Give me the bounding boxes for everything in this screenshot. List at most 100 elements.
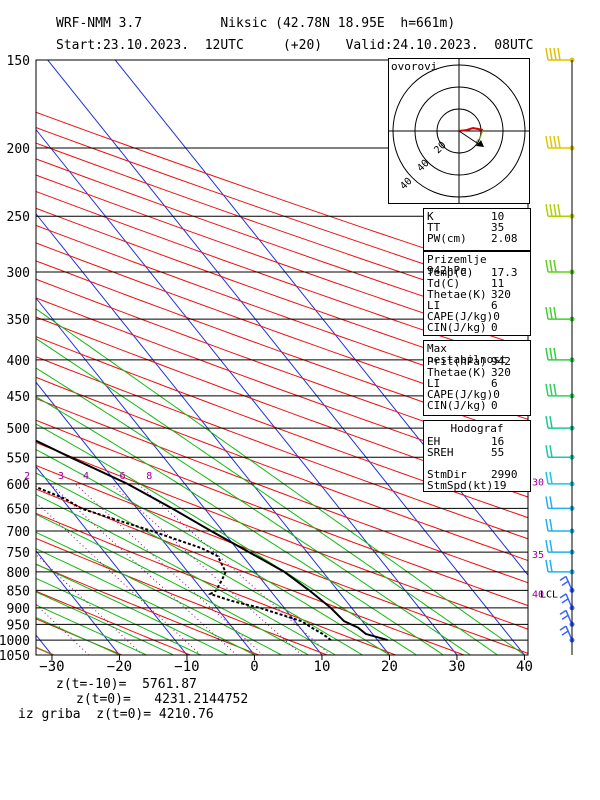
y-tick-label: 600	[7, 478, 30, 493]
y-tick-label: 700	[7, 525, 30, 540]
moist-adiabat-line	[36, 577, 201, 655]
instability-row: Thetae(K) 320	[427, 366, 511, 379]
wind-barb-icon	[545, 471, 575, 487]
wind-barb-icon	[545, 496, 575, 511]
y-tick-label: 900	[7, 602, 30, 617]
hodograph: ovorovi 20 40 40	[388, 58, 530, 204]
wind-barb-icon	[545, 347, 575, 363]
mixing-ratio-line	[49, 483, 238, 655]
index-row: TT 35	[427, 221, 505, 234]
wind-barb-icon	[545, 135, 575, 151]
y-tick-label: 850	[7, 584, 30, 599]
mixing-ratio-label: 4	[83, 471, 89, 482]
y-tick-label: 350	[7, 313, 30, 328]
instability-panel: Max nestabilnost Prit(hPa) 942 Thetae(K) 3…	[423, 340, 531, 416]
sounding-profiles	[36, 439, 388, 642]
wind-barb-icon	[559, 575, 575, 593]
hodograph-trace	[458, 126, 484, 132]
y-tick-label: 750	[7, 546, 30, 561]
header-title: WRF-NMM 3.7 Niksic (42.78N 18.95E h=661m…	[56, 16, 456, 31]
instability-row: Prit(hPa) 942	[427, 355, 511, 368]
moist-adiabat-line	[36, 513, 309, 655]
annotation-label: 40	[532, 589, 544, 600]
y-tick-label: 1050	[0, 649, 30, 664]
footer-z-minus10: z(t=-10)= 5761.87	[56, 677, 197, 692]
mixing-ratio-labels: 0.5123468	[24, 471, 152, 482]
y-tick-label: 550	[7, 451, 30, 466]
wind-barb-icon	[559, 593, 575, 611]
hodo-param-row: EH 16	[427, 435, 505, 448]
surface-row: CIN(J/kg) 0	[427, 321, 498, 334]
y-tick-label: 200	[7, 142, 30, 157]
isotherm-line	[36, 550, 120, 655]
mixing-ratio-line	[74, 483, 264, 655]
wind-barb-icon	[545, 539, 575, 555]
surface-row: Thetae(K) 320	[427, 288, 511, 301]
isotherm-line	[36, 381, 255, 655]
x-tick-label: 10	[314, 659, 331, 675]
y-tick-label: 400	[7, 354, 30, 369]
mixing-ratio-line	[36, 603, 90, 655]
mixing-ratio-label: 6	[119, 471, 125, 482]
wind-barb-icon	[545, 47, 575, 63]
wind-barb-icon	[545, 259, 575, 275]
isotherm-line	[36, 128, 458, 655]
wind-barb-icon	[545, 383, 575, 399]
x-tick-label: 30	[449, 659, 466, 675]
hodo-param-row: StmDir 2990	[427, 468, 518, 481]
isotherm-line	[36, 465, 188, 655]
dry-adiabat-line	[36, 537, 328, 655]
surface-row: Td(C) 11	[427, 277, 505, 290]
surface-row: CAPE(J/kg) 0	[427, 310, 500, 323]
isotherm-line	[36, 297, 323, 655]
surface-panel-title: Prizemlje 942hPa	[427, 253, 487, 277]
y-tick-label: 950	[7, 618, 30, 633]
isotherm-line	[36, 213, 390, 655]
wind-barb-icon	[545, 559, 575, 575]
wind-barb-icon	[545, 306, 575, 322]
hodograph-params-panel: Hodograf EH 16 SREH 55 StmDir 2990 StmSpd(k…	[423, 420, 531, 492]
x-tick-label: −30	[39, 659, 64, 675]
isotherm-line	[47, 60, 525, 655]
wind-barb-icon	[545, 445, 575, 460]
footer-z-zero: z(t=0)= 4231.2144752	[76, 692, 249, 707]
parcel-profile-line	[36, 439, 388, 642]
indices-panel: K 10 TT 35 PW(cm) 2.08	[423, 208, 531, 251]
y-tick-label: 300	[7, 266, 30, 281]
instability-row: CIN(J/kg) 0	[427, 399, 498, 412]
hodograph-params-title: Hodograf	[450, 422, 504, 435]
index-row: K 10	[427, 210, 505, 223]
hodo-param-row: StmSpd(kt) 19	[427, 479, 507, 492]
mixing-ratio-line	[36, 501, 202, 655]
instability-row: CAPE(J/kg) 0	[427, 388, 500, 401]
wind-barb-icon	[559, 609, 575, 627]
x-tick-label: −20	[107, 659, 132, 675]
mixing-ratio-label: 3	[58, 471, 64, 482]
moist-adiabat-line	[36, 472, 363, 655]
hodograph-title: ovorovi	[391, 60, 437, 73]
storm-motion-arrow-icon	[476, 140, 484, 147]
lcl-label: LCL	[540, 589, 558, 600]
y-tick-label: 800	[7, 566, 30, 581]
instability-row: LI 6	[427, 377, 498, 390]
y-tick-label: 150	[7, 54, 30, 69]
surface-row: LI 6	[427, 299, 498, 312]
wind-barbs	[545, 47, 575, 643]
hodo-param-row: SREH 55	[427, 446, 505, 459]
wind-barb-icon	[545, 204, 575, 219]
surface-panel: Prizemlje 942hPa Temp(C) 17.3 Td(C) 11 The…	[423, 251, 531, 336]
y-tick-label: 1000	[0, 634, 30, 649]
wind-barb-icon	[545, 416, 575, 431]
x-tick-label: 20	[381, 659, 398, 675]
dry-adiabat-line	[36, 512, 396, 655]
y-tick-label: 450	[7, 390, 30, 405]
annotation-label: 30	[532, 477, 544, 488]
wind-barb-icon	[545, 518, 575, 534]
instability-panel-title: Max nestabilnost	[427, 342, 507, 366]
index-row: PW(cm) 2.08	[427, 232, 518, 245]
x-tick-label: 40	[516, 659, 533, 675]
